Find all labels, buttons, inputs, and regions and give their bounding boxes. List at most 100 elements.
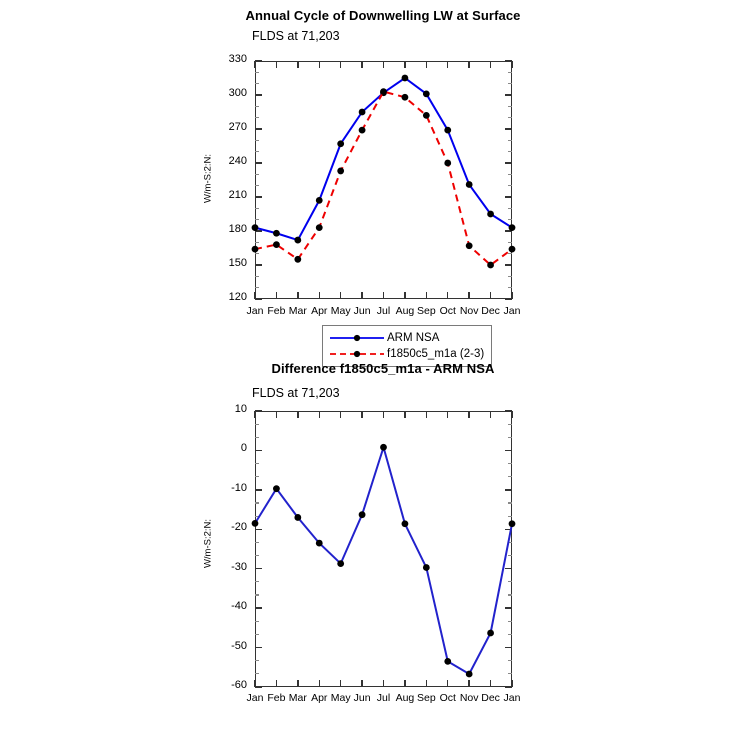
y-major-tick: [505, 298, 512, 300]
y-tick-label: -60: [231, 679, 247, 691]
x-major-tick: [468, 411, 470, 418]
x-major-tick: [318, 680, 320, 687]
y-tick-label: 330: [228, 53, 247, 65]
y-minor-tick: [508, 287, 512, 289]
y-major-tick: [255, 410, 262, 412]
x-major-tick: [361, 61, 363, 68]
x-major-tick: [254, 61, 256, 68]
x-major-tick: [404, 292, 406, 299]
x-major-tick: [297, 411, 299, 418]
x-tick-label: Jul: [376, 305, 391, 317]
x-major-tick: [511, 411, 513, 418]
x-tick-label: Jan: [503, 305, 521, 317]
x-tick-label: Dec: [481, 305, 500, 317]
legend-line-sample-solid: [329, 331, 385, 345]
x-major-tick: [447, 680, 449, 687]
x-major-tick: [489, 61, 492, 68]
y-tick-label: 120: [228, 291, 247, 303]
y-minor-tick: [508, 502, 512, 504]
y-minor-tick: [255, 515, 259, 517]
y-major-tick: [505, 686, 512, 688]
x-major-tick: [339, 680, 342, 687]
x-major-tick: [382, 680, 385, 687]
x-major-tick: [275, 680, 278, 687]
y-minor-tick: [508, 515, 512, 517]
x-tick-label: Aug: [395, 305, 415, 317]
x-tick-label: Mar: [288, 692, 307, 704]
y-tick-label: -20: [231, 521, 247, 534]
x-tick-label: Feb: [267, 692, 286, 704]
chart-title-top: Annual Cycle of Downwelling LW at Surfac…: [245, 8, 521, 23]
y-major-tick: [505, 489, 512, 491]
x-major-tick: [447, 411, 449, 418]
x-major-tick: [297, 292, 299, 299]
legend-label-arm-nsa: ARM NSA: [387, 332, 440, 344]
x-major-tick: [447, 61, 449, 68]
x-major-tick: [382, 61, 385, 68]
x-tick-label: May: [330, 305, 351, 317]
y-minor-tick: [255, 594, 259, 596]
y-minor-tick: [255, 71, 259, 73]
y-minor-tick: [508, 660, 512, 662]
y-minor-tick: [255, 620, 259, 622]
x-tick-label: Jun: [353, 692, 371, 704]
x-major-tick: [254, 292, 256, 299]
x-tick-label: Nov: [459, 692, 479, 704]
x-major-tick: [425, 292, 428, 299]
y-tick-label: 180: [228, 223, 247, 235]
y-minor-tick: [255, 633, 259, 636]
x-major-tick: [489, 680, 492, 687]
y-minor-tick: [508, 554, 512, 557]
y-minor-tick: [508, 581, 512, 583]
x-tick-label: Jul: [376, 692, 391, 704]
x-major-tick: [404, 61, 406, 68]
x-major-tick: [489, 292, 492, 299]
x-major-tick: [468, 61, 470, 68]
y-minor-tick: [508, 541, 512, 544]
x-major-tick: [404, 680, 406, 687]
y-major-tick: [255, 607, 262, 609]
legend-line-sample-dashed: [329, 347, 385, 361]
y-minor-tick: [255, 287, 259, 289]
x-major-tick: [275, 292, 278, 299]
x-major-tick: [339, 61, 342, 68]
x-major-tick: [361, 411, 363, 418]
chart-subtitle-top: FLDS at 71,203: [252, 29, 340, 43]
x-tick-label: Mar: [288, 305, 307, 317]
y-minor-tick: [255, 275, 259, 277]
y-tick-label: 150: [228, 257, 247, 269]
plot-area-bottom: [255, 411, 512, 687]
x-major-tick: [318, 292, 320, 299]
x-tick-label: Apr: [311, 692, 328, 704]
x-major-tick: [468, 680, 470, 687]
x-major-tick: [468, 292, 470, 299]
x-major-tick: [489, 411, 492, 418]
x-tick-label: Sep: [416, 305, 436, 317]
x-tick-label: Apr: [311, 305, 328, 317]
y-minor-tick: [255, 423, 259, 425]
y-minor-tick: [508, 71, 512, 73]
y-minor-tick: [508, 436, 512, 438]
y-minor-tick: [508, 673, 512, 675]
x-major-tick: [511, 292, 513, 299]
y-minor-tick: [255, 673, 259, 675]
x-major-tick: [275, 411, 278, 418]
y-minor-tick: [508, 476, 512, 478]
y-tick-label: 10: [234, 403, 247, 415]
x-major-tick: [425, 61, 428, 68]
x-tick-label: Feb: [267, 305, 286, 317]
y-tick-label: 0: [240, 442, 247, 455]
x-major-tick: [254, 411, 256, 418]
y-minor-tick: [508, 594, 512, 596]
x-tick-label: Sep: [416, 692, 436, 704]
y-minor-tick: [508, 620, 512, 622]
x-major-tick: [404, 411, 406, 418]
x-tick-label: Jan: [246, 305, 264, 317]
y-minor-tick: [255, 554, 259, 557]
y-minor-tick: [508, 423, 512, 425]
y-major-tick: [505, 449, 512, 452]
y-major-tick: [505, 646, 512, 649]
y-tick-label: 300: [228, 87, 247, 99]
x-tick-label: Aug: [395, 692, 415, 704]
